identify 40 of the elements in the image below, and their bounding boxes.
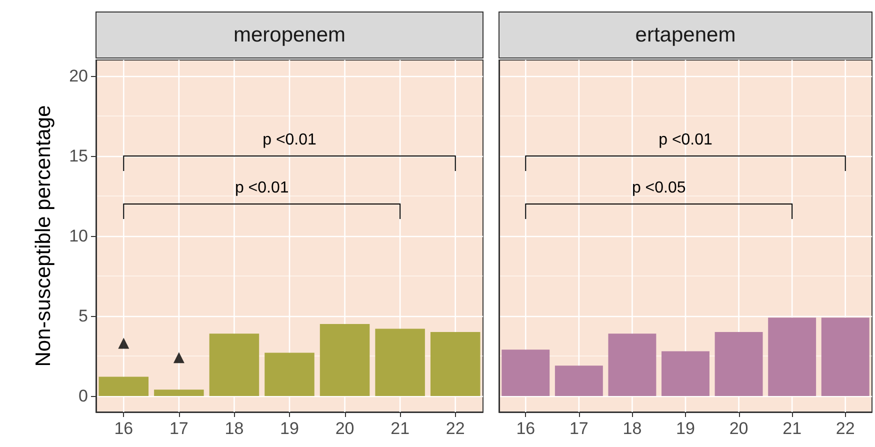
x-tick-label: 22 [836,419,855,438]
x-tick-label: 18 [622,419,642,438]
x-tick-label: 20 [335,419,354,438]
x-tick-label: 16 [516,419,536,438]
annotation: p <0.01 [262,132,317,148]
x-tick-label: 20 [729,419,748,438]
bar [154,390,204,396]
chart-title: meropenem [233,24,346,46]
x-tick-label: 18 [224,419,244,438]
bar [375,328,425,396]
bar [320,324,370,396]
bar [768,318,816,396]
y-tick-label: 5 [78,306,88,326]
x-tick-label: 17 [569,419,588,438]
y-tick-label: 15 [69,146,88,166]
bar [554,366,603,396]
x-tick-label: 19 [280,419,299,438]
annotation: p <0.01 [658,132,713,148]
bar [502,350,550,396]
bar [608,334,656,396]
chart-title: ertapenem [635,24,736,46]
bar [264,352,314,396]
bar [430,332,480,396]
bar [714,332,763,396]
x-tick-label: 22 [446,419,465,438]
x-tick-label: 17 [169,419,188,438]
x-tick-label: 21 [782,419,802,438]
x-tick-label: 16 [114,419,134,438]
bar [662,351,710,396]
annotation: p <0.01 [234,180,289,196]
x-tick-label: 19 [676,419,695,438]
y-axis-title: Non-susceptible percentage [32,105,55,367]
x-tick-label: 21 [390,419,410,438]
y-tick-label: 0 [78,386,88,406]
bar [821,318,870,396]
y-tick-label: 20 [69,66,88,86]
annotation: p <0.05 [632,180,686,196]
bar [98,376,149,396]
bar [209,334,260,396]
y-tick-label: 10 [69,226,88,246]
